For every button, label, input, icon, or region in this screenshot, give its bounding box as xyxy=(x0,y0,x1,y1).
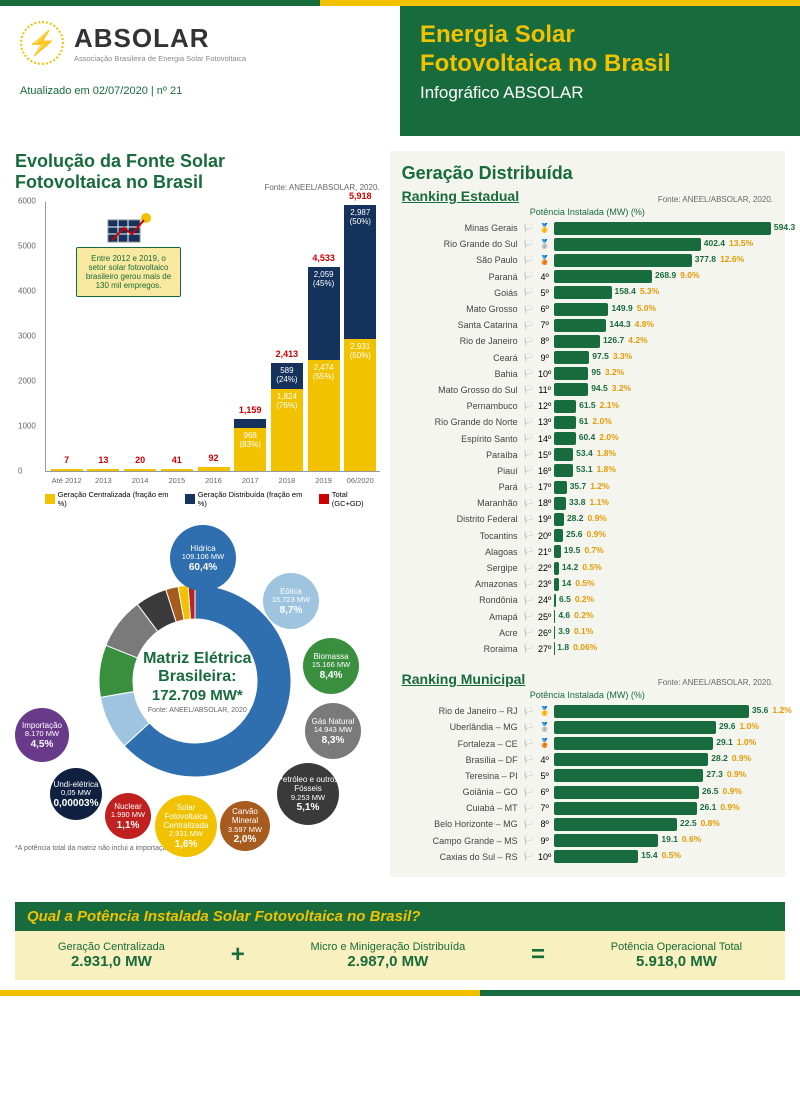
total-label: Potência Operacional Total xyxy=(611,941,742,953)
rank-row: São Paulo🏳️🥉377.812.6% xyxy=(402,252,773,268)
rank-row: Espírito Santo🏳️14º60.42.0% xyxy=(402,430,773,446)
rank-row: Roraima🏳️27º1.80.06% xyxy=(402,641,773,657)
rank-row: Rio de Janeiro – RJ🏳️🥇35.61.2% xyxy=(402,703,773,719)
mun-source: Fonte: ANEEL/ABSOLAR, 2020. xyxy=(658,678,773,687)
brand-subtitle: Associação Brasileira de Energia Solar F… xyxy=(74,54,246,63)
mun-ranking-title: Ranking Municipal xyxy=(402,671,526,687)
rank-row: Campo Grande – MS🏳️9º19.10.6% xyxy=(402,833,773,849)
header: ⚡ ABSOLAR Associação Brasileira de Energ… xyxy=(0,6,800,136)
state-header: Potência Instalada (MW) (%) xyxy=(402,207,773,217)
logo-icon: ⚡ xyxy=(20,21,64,65)
rank-row: Caxias do Sul – RS🏳️10º15.40.5% xyxy=(402,849,773,865)
state-ranking-title: Ranking Estadual xyxy=(402,188,519,204)
rank-row: Bahia🏳️10º953.2% xyxy=(402,366,773,382)
equals-icon: = xyxy=(531,941,545,969)
updated-text: Atualizado em 02/07/2020 | nº 21 xyxy=(20,85,380,97)
rank-row: Amazonas🏳️23º140.5% xyxy=(402,576,773,592)
rank-row: Rio Grande do Sul🏳️🥈402.413.5% xyxy=(402,236,773,252)
footer: Qual a Potência Instalada Solar Fotovolt… xyxy=(15,902,785,980)
state-source: Fonte: ANEEL/ABSOLAR, 2020. xyxy=(658,195,773,204)
rank-row: Cuiabá – MT🏳️7º26.10.9% xyxy=(402,800,773,816)
rank-row: Teresina – PI🏳️5º27.30.9% xyxy=(402,768,773,784)
left-column: Evolução da Fonte Solar Fotovoltaica no … xyxy=(15,151,380,877)
right-column: Geração Distribuída Ranking Estadual Fon… xyxy=(390,151,785,877)
rank-row: Santa Catarina🏳️7º144.34.8% xyxy=(402,317,773,333)
rank-row: Piauí🏳️16º53.11.8% xyxy=(402,463,773,479)
header-right: Energia Solar Fotovoltaica no Brasil Inf… xyxy=(400,6,800,136)
rank-row: Mato Grosso🏳️6º149.95.0% xyxy=(402,301,773,317)
evolution-title2: Fotovoltaica no Brasil xyxy=(15,172,203,193)
footer-box-gc: Geração Centralizada 2.931,0 MW xyxy=(58,941,165,970)
footer-row: Geração Centralizada 2.931,0 MW + Micro … xyxy=(15,931,785,980)
rank-row: Uberlândia – MG🏳️🥈29.61.0% xyxy=(402,719,773,735)
footer-box-total: Potência Operacional Total 5.918,0 MW xyxy=(611,941,742,970)
title-line2: Fotovoltaica no Brasil xyxy=(420,50,780,79)
rank-row: Pernambuco🏳️12º61.52.1% xyxy=(402,398,773,414)
footer-box-gd: Micro e Minigeração Distribuída 2.987,0 … xyxy=(311,941,466,970)
gc-label: Geração Centralizada xyxy=(58,941,165,953)
rank-row: Rio de Janeiro🏳️8º126.74.2% xyxy=(402,333,773,349)
rank-row: Fortaleza – CE🏳️🥉29.11.0% xyxy=(402,735,773,751)
rank-row: Minas Gerais🏳️🥇594.319.9% xyxy=(402,220,773,236)
mun-header: Potência Instalada (MW) (%) xyxy=(402,690,773,700)
rank-row: Acre🏳️26º3.90.1% xyxy=(402,625,773,641)
muns-table: Rio de Janeiro – RJ🏳️🥇35.61.2%Uberlândia… xyxy=(402,703,773,865)
evolution-bar-chart: 0100020003000400050006000POTÊNCIA INSTAL… xyxy=(45,202,380,472)
rank-row: Ceará🏳️9º97.53.3% xyxy=(402,350,773,366)
gc-value: 2.931,0 MW xyxy=(58,953,165,970)
rank-row: Sergipe🏳️22º14.20.5% xyxy=(402,560,773,576)
donut-center-title: Matriz Elétrica Brasileira: xyxy=(132,650,262,685)
rank-row: Alagoas🏳️21º19.50.7% xyxy=(402,544,773,560)
rank-row: Tocantins🏳️20º25.60.9% xyxy=(402,528,773,544)
rank-row: Goiás🏳️5º158.45.3% xyxy=(402,285,773,301)
footer-question: Qual a Potência Instalada Solar Fotovolt… xyxy=(15,902,785,931)
evolution-title1: Evolução da Fonte Solar xyxy=(15,151,380,172)
header-left: ⚡ ABSOLAR Associação Brasileira de Energ… xyxy=(0,6,400,136)
rank-row: Paraná🏳️4º268.99.0% xyxy=(402,269,773,285)
rank-row: Pará🏳️17º35.71.2% xyxy=(402,479,773,495)
evolution-legend: Geração Centralizada (fração em %)Geraçã… xyxy=(45,490,380,508)
donut-center-value: 172.709 MW* xyxy=(132,687,262,704)
rank-row: Brasília – DF🏳️4º28.20.9% xyxy=(402,752,773,768)
rank-row: Maranhão🏳️18º33.81.1% xyxy=(402,495,773,511)
rank-row: Distrito Federal🏳️19º28.20.9% xyxy=(402,511,773,527)
rank-row: Goiânia – GO🏳️6º26.50.9% xyxy=(402,784,773,800)
donut-center: Matriz Elétrica Brasileira: 172.709 MW* … xyxy=(132,650,262,714)
rank-row: Rondônia🏳️24º6.50.2% xyxy=(402,592,773,608)
main: Evolução da Fonte Solar Fotovoltaica no … xyxy=(0,136,800,892)
title-line3: Infográfico ABSOLAR xyxy=(420,83,780,103)
donut-chart: Matriz Elétrica Brasileira: 172.709 MW* … xyxy=(15,533,380,843)
logo: ⚡ ABSOLAR Associação Brasileira de Energ… xyxy=(20,21,380,65)
rank-row: Mato Grosso do Sul🏳️11º94.53.2% xyxy=(402,382,773,398)
gd-value: 2.987,0 MW xyxy=(311,953,466,970)
rank-row: Rio Grande do Norte🏳️13º612.0% xyxy=(402,414,773,430)
bolt-icon: ⚡ xyxy=(27,29,57,58)
rank-row: Belo Horizonte – MG🏳️8º22.50.8% xyxy=(402,816,773,832)
bottom-border xyxy=(0,990,800,996)
gd-label: Micro e Minigeração Distribuída xyxy=(311,941,466,953)
rank-row: Paraíba🏳️15º53.41.8% xyxy=(402,447,773,463)
rank-row: Amapá🏳️25º4.60.2% xyxy=(402,609,773,625)
donut-source: Fonte: ANEEL/ABSOLAR, 2020 xyxy=(132,707,262,714)
title-line1: Energia Solar xyxy=(420,21,780,50)
brand-name: ABSOLAR xyxy=(74,23,246,54)
plus-icon: + xyxy=(231,941,245,969)
total-value: 5.918,0 MW xyxy=(611,953,742,970)
distributed-title: Geração Distribuída xyxy=(402,163,773,184)
states-table: Minas Gerais🏳️🥇594.319.9%Rio Grande do S… xyxy=(402,220,773,657)
